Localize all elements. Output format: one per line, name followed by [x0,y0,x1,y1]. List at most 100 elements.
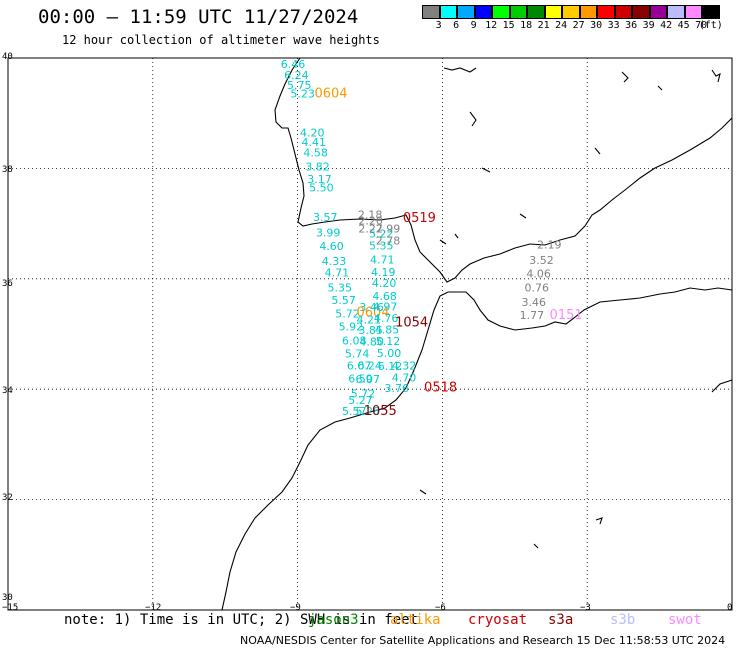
legend-tick-label: 36 [625,20,638,31]
y-axis-label: 40 [2,52,13,62]
coast-fragment [621,71,629,83]
legend-tick-label: 70 [695,20,708,31]
wave-height-label: 6.08 [342,334,367,347]
legend-tick-label: 33 [607,20,620,31]
wave-height-label: 5.12 [376,335,401,348]
legend-tick-label: 45 [677,20,690,31]
legend-tick-labels: 3 6 9 12 15 18 21 24 27 30 33 36 39 42 45 70 (ft) [422,19,723,33]
wave-height-label: 6.07 [356,373,381,386]
wave-height-label: 1.77 [520,309,545,322]
legend-swatch [597,5,615,19]
legend-tick-label: 30 [590,20,603,31]
wave-height-label: 4.58 [303,146,328,159]
coastline-africa [221,287,733,611]
legend-swatch [544,5,562,19]
wave-height-label: 6.07 [347,359,372,372]
wave-height-label: 4.70 [392,371,417,384]
coast-fragment [519,213,527,219]
wave-height-label: 3.46 [359,301,384,314]
wave-height-label: 3.52 [529,254,554,267]
wave-height-label: 4.19 [371,266,396,279]
wave-height-label: 4.80 [359,336,384,349]
wave-height-label: 2.78 [376,235,401,248]
y-axis-label: 30 [2,593,13,603]
wave-height-label: 4.85 [375,323,400,336]
legend-swatches [422,5,720,19]
wave-height-label: 5.57 [342,405,367,418]
pass-time-label: 0519 [403,211,436,226]
page-title: 00:00 – 11:59 UTC 11/27/2024 [38,6,359,28]
legend-swatch [492,5,510,19]
legend-swatch [649,5,667,19]
satellite-altika: altika [390,612,441,628]
legend-swatch [474,5,492,19]
x-axis-label: −6 [435,603,446,613]
legend-tick-label: 18 [520,20,533,31]
legend-tick-label: 27 [572,20,585,31]
wave-height-label: 6.24 [357,359,382,372]
y-axis-label: 36 [2,279,13,289]
coast-fragment [419,489,427,495]
wave-height-label: 5.27 [348,394,373,407]
wave-height-label: 5.28 [356,405,381,418]
coast-fragment [443,67,477,73]
legend-swatch [667,5,685,19]
legend-tick-label: 24 [555,20,568,31]
footer-note: note: 1) Time is in UTC; 2) SWH is in fe… [64,612,419,628]
credit-line: NOAA/NESDIS Center for Satellite Applica… [240,634,726,647]
legend-tick-label: 15 [502,20,515,31]
wave-height-label: 4.32 [392,359,417,372]
wave-height-label: 4.76 [374,312,399,325]
satellite-s3a: s3a [548,612,574,628]
wave-height-label: 5.74 [345,348,370,361]
coast-fragment [533,543,539,549]
wave-height-label: 2.18 [358,209,383,222]
x-axis-label: −15 [2,603,19,613]
legend-tick-label: 9 [470,20,477,31]
map-frame [7,57,733,611]
page-subtitle: 12 hour collection of altimeter wave hei… [62,33,380,47]
legend-swatch [422,5,440,19]
wave-height-label: 2.27 [358,222,383,235]
altimeter-tracks: 6.466.245.755.234.204.414.583.823.175.50… [281,58,583,419]
coast-fragment [481,167,491,173]
wave-height-label: 5.72 [335,307,360,320]
satellite-s3b: s3b [610,612,636,628]
wave-height-label: 3.57 [313,211,338,224]
satellite-swot: swot [668,612,702,628]
pass-time-label: 0604 [314,87,347,102]
wave-height-label: 4.33 [322,255,347,268]
coastline-portugal [274,57,733,283]
legend-swatch [614,5,632,19]
wave-height-label: 4.68 [372,290,397,303]
coast-fragment [595,517,603,525]
wave-height-label: 4.41 [301,136,326,149]
wave-height-label: 4.06 [526,268,551,281]
legend-swatch [562,5,580,19]
wave-height-label: 3.82 [305,161,330,174]
wave-height-label: 5.22 [369,227,394,240]
wave-height-label: 4.60 [319,240,344,253]
wave-height-label: 3.46 [522,296,547,309]
legend-tick-label: 12 [485,20,498,31]
satellite-jason3: jason3 [308,612,359,628]
wave-height-label: 5.35 [328,281,353,294]
legend-tick-label: 39 [642,20,655,31]
wave-height-label: 4.20 [300,126,325,139]
x-axis-label: −12 [145,603,162,613]
legend-tick-label: 6 [453,20,460,31]
legend-swatch [509,5,527,19]
wave-height-label: 5.23 [290,88,315,101]
coast-fragment [594,147,601,155]
wave-height-label: 2.99 [376,222,401,235]
wave-height-label: 5.75 [287,79,312,92]
wave-height-label: 5.72 [351,387,376,400]
color-legend: 3 6 9 12 15 18 21 24 27 30 33 36 39 42 45 70 (ft) [422,5,723,33]
wave-height-label: 3.85 [358,324,383,337]
wave-height-label: 6.24 [284,69,309,82]
y-axis-label: 32 [2,493,13,503]
wave-height-label: 4.71 [325,267,350,280]
coast-fragment [711,69,721,83]
wave-height-label: 3.76 [384,382,409,395]
